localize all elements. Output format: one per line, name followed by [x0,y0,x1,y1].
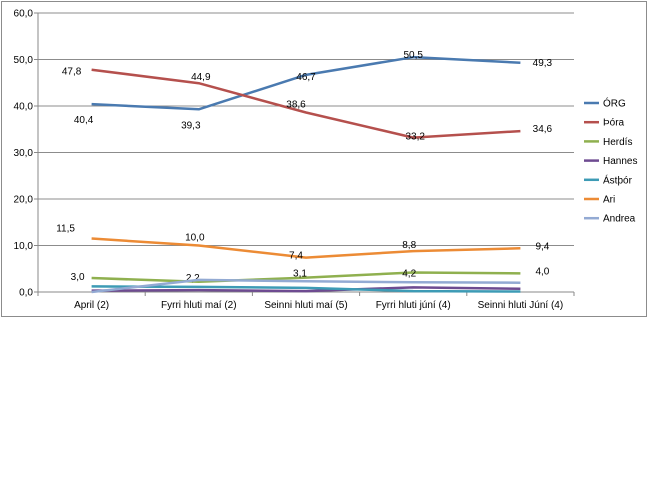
series-line [91,271,521,284]
y-tick-label: 30,0 [14,148,34,159]
chart-frame: 0,0 10,0 20,0 30,0 40,0 50,0 60,0 April (2) Fyrr… [1,1,647,317]
series-line [91,278,521,294]
y-tick-label: 0,0 [19,288,33,299]
legend-label: Ástþór [603,173,633,186]
data-label: 4,2 [402,268,416,279]
series-line [91,237,521,259]
data-label: 46,7 [296,72,316,83]
y-tick-label: 40,0 [14,102,34,113]
data-label: 3,1 [293,269,307,280]
data-label: 39,3 [181,120,201,131]
x-tick-label: Fyrri hluti maí (2) [161,300,237,311]
legend-label: Andrea [603,214,636,225]
data-label: 44,9 [191,72,211,83]
x-tick-label: Seinni hluti maí (5) [264,300,347,311]
series-line [91,286,521,293]
x-tick-label: Fyrri hluti júní (4) [376,300,451,311]
data-label: 11,5 [56,224,75,235]
legend-label: Hannes [603,156,637,167]
x-tick-label: Seinni hluti Júní (4) [478,300,564,311]
data-label: 3,0 [71,272,85,283]
y-tick-label: 20,0 [14,195,34,206]
data-label: 34,6 [533,124,553,135]
data-label: 50,5 [403,50,423,61]
series-line [91,68,521,139]
data-label: 7,4 [289,251,303,262]
legend-label: Herdís [603,137,632,148]
data-label: 2,2 [186,273,200,284]
line-chart: 0,0 10,0 20,0 30,0 40,0 50,0 60,0 April (2) Fyrr… [14,9,638,312]
data-label: 10,0 [185,233,205,244]
data-label: 40,4 [74,115,94,126]
legend-label: Ari [603,195,615,206]
series-line [91,285,521,293]
data-label: 4,0 [535,266,549,277]
y-tick-label: 10,0 [14,241,34,252]
data-label: 8,8 [402,240,416,251]
data-label: 47,8 [62,67,82,78]
x-tick-label: April (2) [74,300,109,311]
data-label: 33,2 [405,132,425,143]
data-label: 9,4 [535,241,549,252]
legend-label: ÓRG [603,97,626,110]
y-tick-label: 60,0 [14,9,34,20]
data-label: 38,6 [286,100,306,111]
y-tick-label: 50,0 [14,55,34,66]
series-line [91,55,521,111]
legend-label: Þóra [603,118,625,129]
data-label: 49,3 [533,58,553,69]
